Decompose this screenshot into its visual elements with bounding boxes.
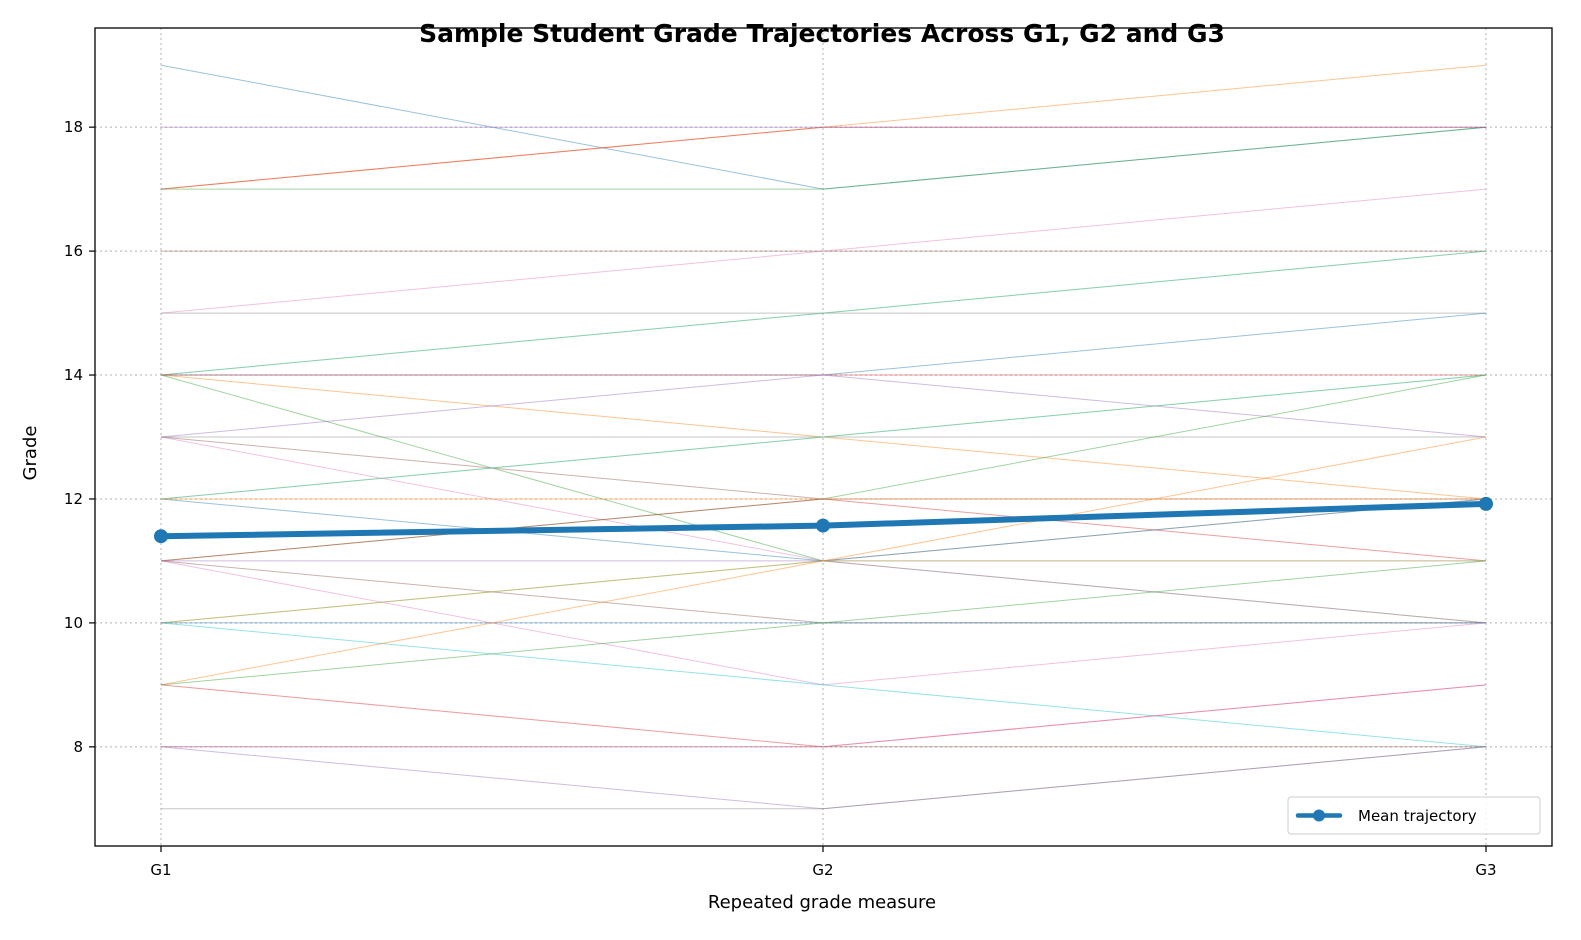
student-trajectory-line (160, 374, 1487, 500)
student-trajectory-line (160, 746, 1487, 810)
x-axis-ticks: G1 G2 G3 (150, 846, 1497, 879)
student-trajectory-line (160, 188, 1487, 314)
student-trajectory-line (160, 498, 1487, 562)
legend-mean-marker-icon (1313, 809, 1325, 822)
y-tick-label-14: 14 (64, 366, 83, 384)
student-trajectory-line (160, 64, 1487, 190)
mean-trajectory-point-g2 (816, 518, 830, 533)
student-trajectory-line (160, 374, 1487, 500)
mean-trajectory-point-g3 (1479, 496, 1493, 511)
y-tick-label-16: 16 (64, 242, 83, 260)
student-trajectory-line (160, 374, 1487, 624)
student-trajectory-line (160, 250, 1487, 376)
mean-trajectory-point-g1 (154, 529, 168, 544)
x-tick-label-g1: G1 (150, 861, 171, 879)
x-axis-label: Repeated grade measure (708, 892, 936, 913)
student-trajectory-line (160, 64, 1487, 190)
student-trajectory-line (160, 436, 1487, 686)
mean-trajectory-series (154, 496, 1493, 544)
student-trajectory-line (160, 250, 1487, 376)
student-trajectory-line (160, 560, 1487, 686)
y-tick-label-12: 12 (64, 490, 83, 508)
student-trajectory-line (160, 436, 1486, 500)
student-trajectory-line (161, 312, 1487, 376)
x-tick-label-g3: G3 (1475, 861, 1496, 879)
y-axis-label: Grade (20, 426, 41, 481)
legend: Mean trajectory (1287, 796, 1541, 835)
y-tick-label-18: 18 (64, 118, 83, 136)
student-trajectory-line (161, 126, 1487, 190)
student-trajectories (160, 64, 1487, 810)
student-trajectory-line (161, 684, 1487, 748)
student-trajectory-line (160, 498, 1487, 624)
legend-box (1287, 796, 1541, 835)
y-tick-label-8: 8 (73, 738, 83, 756)
student-trajectory-line (160, 622, 1487, 748)
x-tick-label-g2: G2 (812, 861, 833, 879)
student-trajectory-line (160, 374, 1487, 562)
student-trajectory-line (160, 126, 1486, 190)
student-trajectory-line (160, 498, 1487, 562)
grid-lines (95, 28, 1552, 846)
student-trajectory-line (160, 560, 1486, 624)
y-axis-ticks: 8 10 12 14 16 18 (64, 118, 95, 756)
student-trajectory-line (160, 436, 1487, 624)
student-trajectory-line (160, 684, 1487, 748)
student-trajectory-line (161, 746, 1487, 810)
chart-title: Sample Student Grade Trajectories Across… (419, 19, 1225, 48)
student-trajectory-line (160, 560, 1487, 686)
student-trajectory-line (160, 374, 1487, 500)
legend-entry-mean-trajectory: Mean trajectory (1358, 807, 1477, 825)
student-trajectory-line (160, 560, 1486, 624)
student-trajectory-line (160, 374, 1487, 438)
y-tick-label-10: 10 (64, 614, 83, 632)
